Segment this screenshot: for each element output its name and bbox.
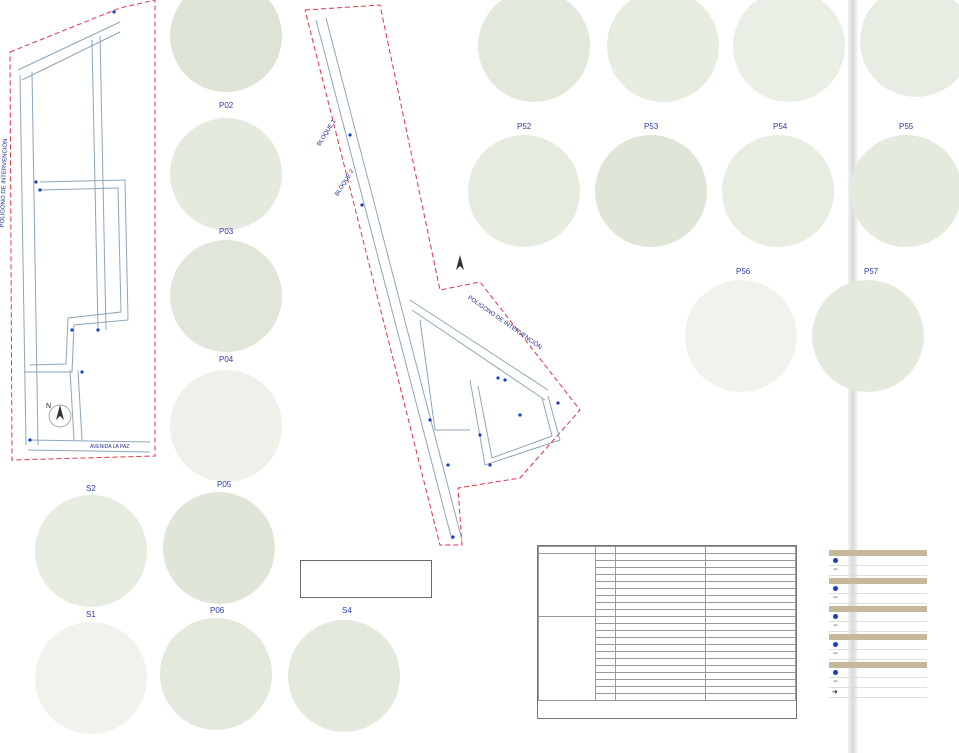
- detail-circle-p01: [170, 0, 282, 92]
- arrow-right-icon: ➜: [832, 689, 838, 696]
- legend-row: ⇔: [829, 566, 927, 576]
- left-intervention-polygon: [9, 0, 156, 461]
- note-box: [300, 560, 432, 598]
- detail-circle-s2: [35, 495, 147, 607]
- legend-row: ⇔: [829, 650, 927, 660]
- legend-header-2: [829, 578, 927, 584]
- legend-row: ➜: [829, 688, 927, 698]
- right-streets: [315, 17, 561, 541]
- arrow-icon: ⇔: [832, 594, 839, 601]
- legend-header-4: [829, 634, 927, 640]
- point-icon: [833, 558, 838, 563]
- point-icon: [833, 670, 838, 675]
- legend-row: [829, 556, 927, 566]
- detail-circle-s4: [288, 620, 400, 732]
- point-icon: [833, 614, 838, 619]
- detail-circle-top-3: [733, 0, 845, 102]
- north-arrow-left: [48, 404, 72, 428]
- legend-panel: ⇔ ⇔ ⇔ ⇔ ⇔ ➜: [829, 548, 927, 720]
- circle-title-s4: S4: [342, 606, 352, 615]
- circle-title-p56: P56: [736, 267, 751, 276]
- points-table: [537, 545, 797, 719]
- detail-circle-p06: [160, 618, 272, 730]
- detail-circle-s1: [35, 622, 147, 734]
- point-icon: [833, 642, 838, 647]
- point-icon: [833, 586, 838, 591]
- detail-circle-p02: [170, 118, 282, 230]
- detail-circle-p03: [170, 240, 282, 352]
- detail-circle-p54: [722, 135, 834, 247]
- circle-title-p54: P54: [773, 122, 788, 131]
- circle-title-p53: P53: [644, 122, 659, 131]
- avenida-label: AVENIDA LA PAZ: [90, 444, 130, 450]
- detail-circle-p56: [685, 280, 797, 392]
- legend-row: [829, 640, 927, 650]
- legend-header-1: [829, 550, 927, 556]
- legend-row: ⇔: [829, 594, 927, 604]
- arrow-icon: ⇔: [832, 566, 839, 573]
- circle-title-s2: S2: [86, 484, 96, 493]
- legend-header-5: [829, 662, 927, 668]
- detail-circle-p57: [812, 280, 924, 392]
- circle-title-p02: P02: [219, 101, 234, 110]
- north-label: N: [46, 403, 52, 410]
- legend-row: ⇔: [829, 678, 927, 688]
- arrow-icon: ⇔: [832, 622, 839, 629]
- detail-circle-p05: [163, 492, 275, 604]
- arrow-icon: ⇔: [832, 650, 839, 657]
- legend-row: [829, 612, 927, 622]
- circle-title-p05: P05: [217, 480, 232, 489]
- circle-title-p52: P52: [517, 122, 532, 131]
- detail-circle-top-2: [607, 0, 719, 102]
- legend-row: [829, 668, 927, 678]
- legend-row: [829, 584, 927, 594]
- right-intervention-polygon: [304, 4, 581, 546]
- circle-title-p55: P55: [899, 122, 914, 131]
- detail-circle-top-1: [478, 0, 590, 102]
- detail-circle-p55: [850, 135, 959, 247]
- detail-circle-top-4: [860, 0, 959, 97]
- detail-circle-p53: [595, 135, 707, 247]
- detail-circle-p52: [468, 135, 580, 247]
- circle-title-p04: P04: [219, 355, 234, 364]
- legend-row: ⇔: [829, 622, 927, 632]
- north-arrow-right: [456, 255, 464, 270]
- legend-header-3: [829, 606, 927, 612]
- left-streets: [17, 21, 151, 453]
- circle-title-p06: P06: [210, 606, 225, 615]
- circle-title-p57: P57: [864, 267, 879, 276]
- survey-points: [28, 10, 560, 539]
- circle-title-p03: P03: [219, 227, 234, 236]
- circle-title-s1: S1: [86, 610, 96, 619]
- detail-circle-p04: [170, 370, 282, 482]
- arrow-icon: ⇔: [832, 678, 839, 685]
